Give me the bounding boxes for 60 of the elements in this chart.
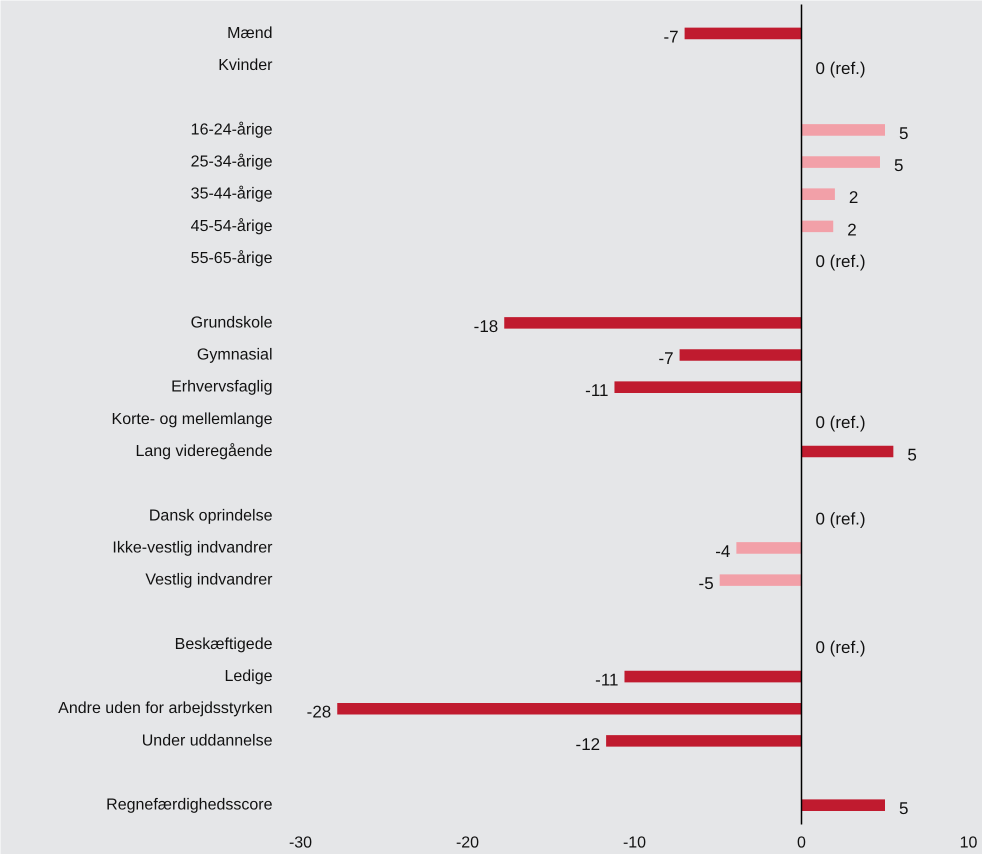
data-label: 5 bbox=[899, 799, 908, 818]
y-tick-label: Mænd bbox=[227, 24, 273, 42]
data-label: 5 bbox=[899, 124, 908, 143]
y-tick-label: Erhvervsfaglig bbox=[171, 378, 272, 396]
data-label: 0 (ref.) bbox=[816, 59, 866, 78]
y-tick-label: Vestlig indvandrer bbox=[145, 572, 274, 589]
x-tick-label: 10 bbox=[960, 834, 978, 852]
bar bbox=[720, 574, 802, 586]
bar bbox=[736, 542, 802, 554]
y-tick-label: Kvinder bbox=[218, 57, 274, 74]
x-tick-label: 0 bbox=[797, 834, 806, 852]
data-label: -5 bbox=[698, 574, 714, 594]
y-tick-label: Regnefærdighedsscore bbox=[106, 796, 273, 814]
bar bbox=[624, 670, 802, 682]
y-tick-label: 16-24-årige bbox=[190, 121, 273, 138]
bar bbox=[802, 446, 894, 458]
y-tick-label: Korte- og mellemlange bbox=[112, 410, 273, 428]
y-tick-label: 45-54-årige bbox=[190, 218, 273, 235]
bar bbox=[606, 735, 802, 747]
data-label: 2 bbox=[847, 220, 857, 240]
y-tick-label: 55-65-årige bbox=[190, 250, 273, 268]
data-label: 5 bbox=[894, 156, 904, 176]
y-tick-label: Beskæftigede bbox=[174, 636, 273, 653]
x-tick-label: -10 bbox=[622, 834, 646, 852]
y-tick-label: Under uddannelse bbox=[142, 732, 273, 750]
data-label: 2 bbox=[848, 188, 858, 208]
y-tick-label: 25-34-årige bbox=[190, 154, 273, 171]
y-tick-label: Andre uden for arbejdsstyrken bbox=[58, 700, 272, 718]
data-label: -11 bbox=[585, 381, 608, 400]
data-label: -11 bbox=[595, 670, 618, 690]
data-label: -12 bbox=[576, 734, 600, 754]
bar bbox=[504, 317, 802, 329]
data-label: 5 bbox=[907, 445, 917, 464]
bar bbox=[684, 28, 802, 40]
bar bbox=[802, 220, 834, 232]
y-tick-label: Ledige bbox=[224, 668, 273, 686]
bar bbox=[802, 156, 880, 168]
data-label: -28 bbox=[306, 702, 332, 722]
y-tick-label: Grundskole bbox=[190, 314, 273, 332]
bar bbox=[680, 349, 802, 361]
bar bbox=[802, 124, 885, 136]
y-tick-label: Lang videregående bbox=[135, 442, 273, 460]
bar bbox=[614, 381, 802, 393]
data-label: -7 bbox=[658, 349, 674, 368]
y-tick-label: Gymnasial bbox=[196, 346, 272, 364]
x-tick-label: -20 bbox=[456, 834, 480, 852]
y-tick-label: 35-44-årige bbox=[190, 186, 273, 203]
data-label: 0 (ref.) bbox=[816, 252, 866, 272]
data-label: 0 (ref.) bbox=[816, 509, 866, 528]
y-tick-label: Ikke-vestlig indvandrer bbox=[112, 539, 274, 556]
data-label: 0 (ref.) bbox=[816, 638, 866, 657]
data-label: 0 (ref.) bbox=[816, 412, 866, 432]
data-label: -18 bbox=[474, 316, 498, 336]
bar bbox=[802, 799, 885, 811]
bar bbox=[802, 188, 835, 200]
data-label: -4 bbox=[715, 542, 730, 561]
y-tick-label: Dansk oprindelse bbox=[148, 507, 273, 524]
bar bbox=[337, 702, 802, 715]
x-tick-label: -30 bbox=[288, 834, 312, 852]
data-label: -7 bbox=[663, 27, 679, 46]
